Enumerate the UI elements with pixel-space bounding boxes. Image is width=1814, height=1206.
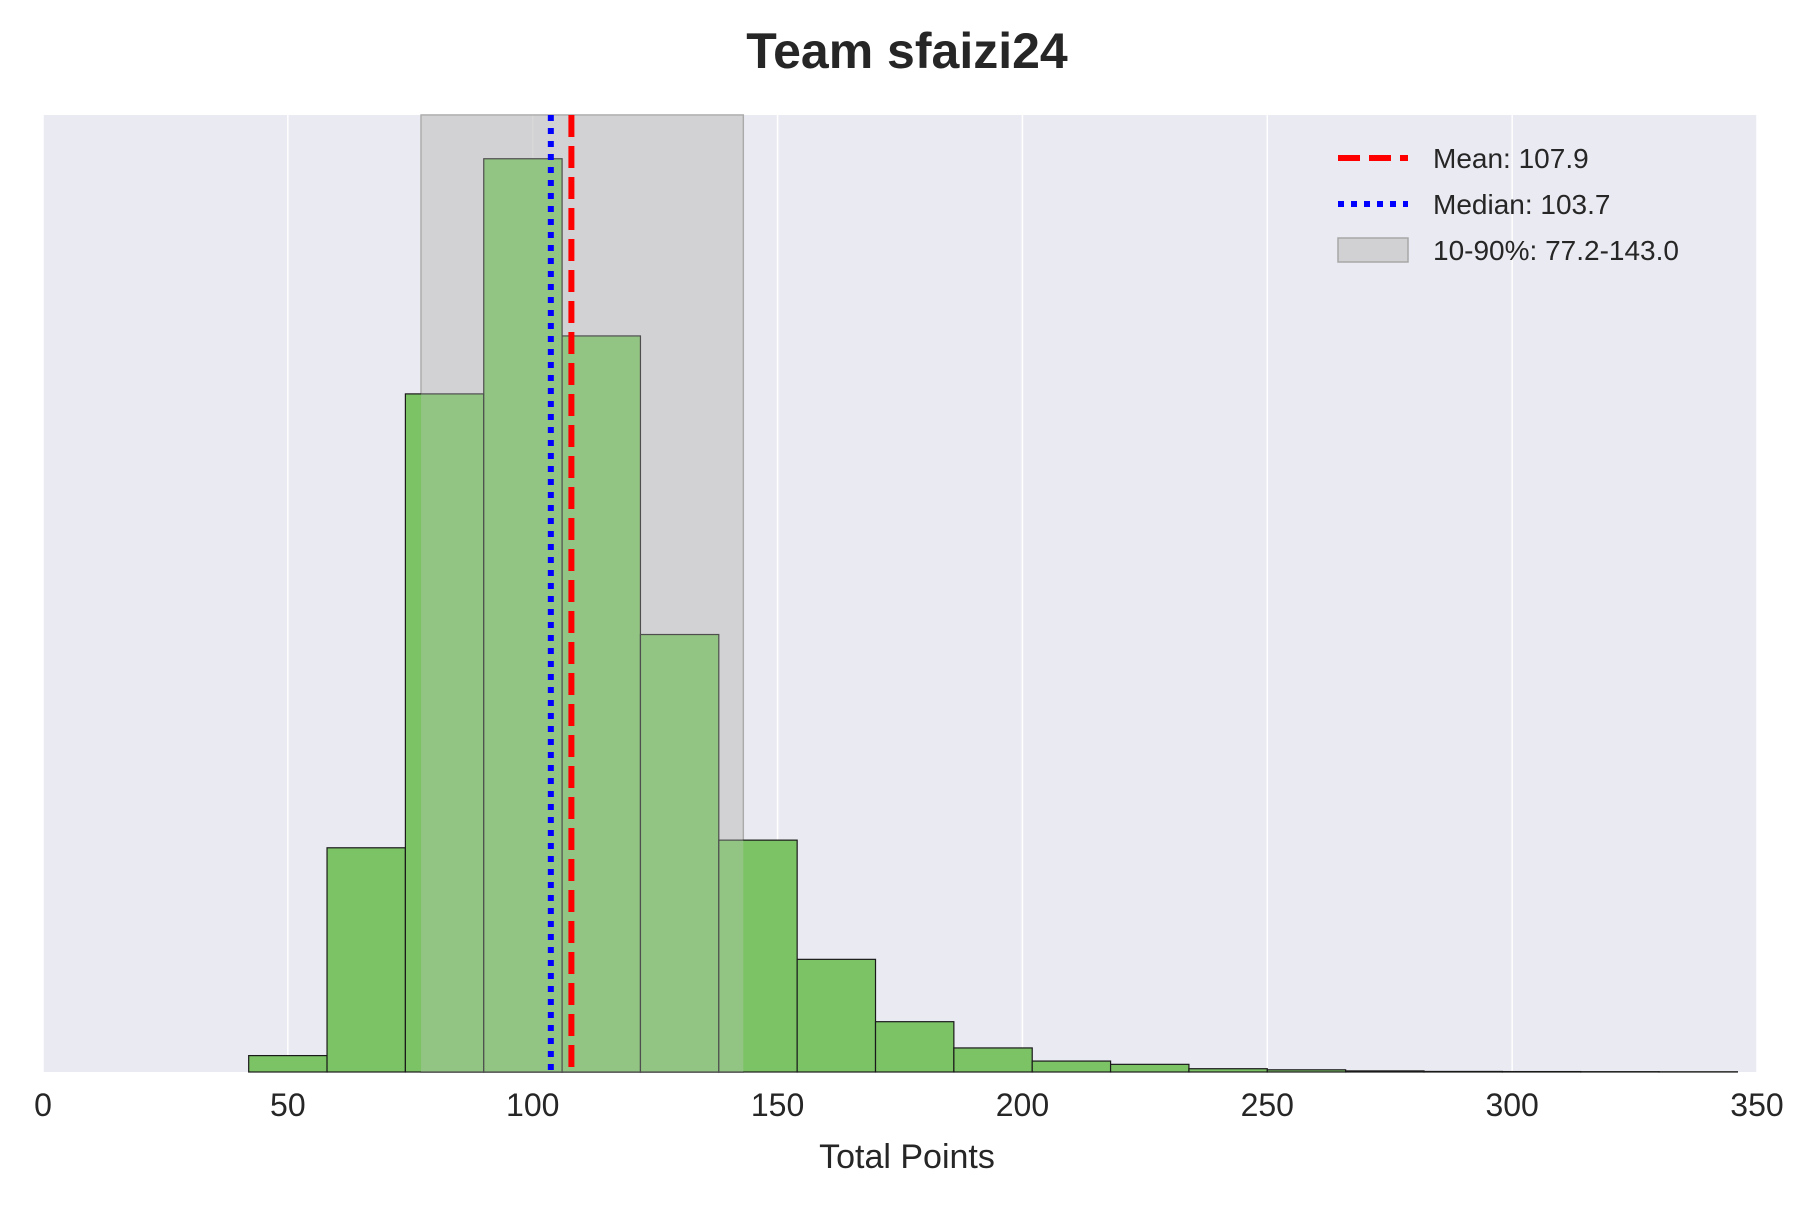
- legend-interval-label: 10-90%: 77.2-143.0: [1433, 235, 1679, 266]
- histogram-bar: [326, 847, 406, 1073]
- chart-title: Team sfaizi24: [746, 23, 1068, 79]
- histogram-bar: [953, 1047, 1033, 1073]
- legend: Mean: 107.9 Median: 103.7 10-90%: 77.2-143…: [1337, 143, 1679, 266]
- x-tick-label: 100: [506, 1087, 559, 1123]
- histogram-bars: [248, 115, 1739, 1073]
- x-tick-label: 300: [1485, 1087, 1538, 1123]
- histogram-bar: [1031, 1060, 1112, 1073]
- x-tick-labels: 0 50 100 150 200 250 300 350: [34, 1087, 1784, 1123]
- histogram-bar: [248, 1054, 328, 1073]
- x-tick-label: 150: [751, 1087, 804, 1123]
- legend-interval-swatch: [1337, 237, 1409, 263]
- x-tick-label: 200: [996, 1087, 1049, 1123]
- legend-mean-label: Mean: 107.9: [1433, 143, 1589, 174]
- reference-lines: [547, 115, 575, 1072]
- legend-median-label: Median: 103.7: [1433, 189, 1610, 220]
- x-tick-label: 0: [34, 1087, 52, 1123]
- histogram-bar: [1345, 1070, 1425, 1073]
- histogram-bar: [874, 1021, 955, 1073]
- interval-band-overlay: [421, 115, 744, 1072]
- histogram-bar: [718, 839, 798, 1073]
- histogram-bar: [796, 958, 877, 1073]
- histogram-bar: [1423, 1070, 1503, 1073]
- x-tick-label: 250: [1241, 1087, 1294, 1123]
- histogram-bar: [1188, 1068, 1268, 1073]
- x-tick-label: 350: [1730, 1087, 1783, 1123]
- histogram-bar: [1266, 1069, 1347, 1073]
- histogram-bar: [639, 633, 720, 1073]
- histogram-bar: [1109, 1063, 1190, 1073]
- x-axis-label: Total Points: [819, 1138, 995, 1176]
- x-tick-label: 50: [270, 1087, 306, 1123]
- histogram-bar: [404, 393, 485, 1073]
